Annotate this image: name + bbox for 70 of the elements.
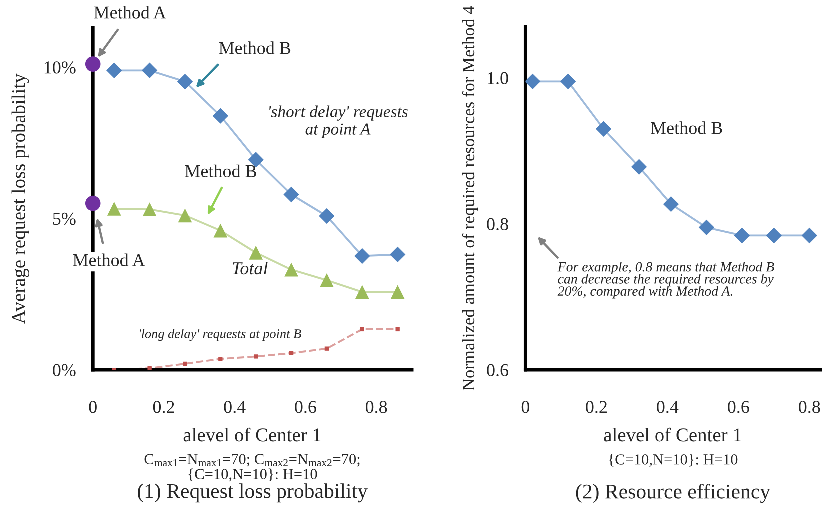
point xyxy=(289,351,294,356)
y-tick-label: 10% xyxy=(44,62,76,74)
point xyxy=(360,327,364,332)
point xyxy=(212,108,229,124)
y-tick-label: 1.0 xyxy=(488,72,508,85)
point xyxy=(107,202,122,216)
x-tick-label: 0 xyxy=(89,401,97,414)
point xyxy=(284,186,300,203)
point xyxy=(183,362,188,366)
x-tick-label: 0.6 xyxy=(728,401,750,414)
point xyxy=(177,74,194,90)
point xyxy=(319,208,335,224)
y-tick-label: 0.8 xyxy=(487,218,508,231)
x-axis-title: alevel of Center 1 xyxy=(184,428,321,442)
text: (2) Resource efficiency xyxy=(576,484,770,504)
point xyxy=(596,121,612,137)
x-tick-label: 0.2 xyxy=(153,401,174,414)
text: {C=10,N=10}: H=10 xyxy=(609,454,738,468)
text: (1) Request loss probability xyxy=(138,484,368,503)
point xyxy=(284,262,298,277)
annotation: Method A xyxy=(94,6,166,19)
point xyxy=(390,246,406,263)
annotation: Method A xyxy=(73,254,146,266)
x-tick-label: 0.4 xyxy=(657,401,679,414)
point xyxy=(148,366,152,370)
point xyxy=(218,357,223,362)
point xyxy=(142,202,157,217)
point xyxy=(324,346,330,351)
point xyxy=(355,285,370,300)
x-axis-title: alevel of Center 1 xyxy=(604,428,742,442)
y-axis-title: Average request loss probability xyxy=(12,74,30,324)
point xyxy=(631,159,648,175)
series-label: Method B xyxy=(651,122,722,134)
series-label: 'short delay' requests at point A xyxy=(270,106,408,138)
point xyxy=(112,368,116,370)
text: C$_{max1}$=N$_{max1}$=70; C$_{max2}$=N$_{max2}$=70; {C=10,N=10}: H=10 xyxy=(144,454,360,482)
y-tick-label: 0.6 xyxy=(487,364,509,377)
point xyxy=(249,246,264,260)
x-tick-label: 0.8 xyxy=(799,401,820,414)
y-tick-label: 0% xyxy=(53,364,76,377)
point xyxy=(85,196,101,212)
point xyxy=(766,228,782,244)
point xyxy=(142,62,158,79)
series-label: 'long delay' requests at point B xyxy=(140,329,302,342)
annotation: Method B xyxy=(185,164,256,178)
x-tick-label: 0.6 xyxy=(295,401,316,414)
point xyxy=(254,354,258,359)
point xyxy=(526,74,541,90)
point xyxy=(802,228,818,244)
y-axis-title: Normalized amount of required resources for Method 4 xyxy=(462,6,478,391)
point xyxy=(698,220,715,236)
x-tick-label: 0 xyxy=(522,401,530,414)
point xyxy=(320,273,334,288)
x-tick-label: 0.8 xyxy=(366,401,388,414)
series-label: Total xyxy=(232,262,268,275)
annotation: For example, 0.8 means that Method B can decrease the required resources by 20%, compared with Method A. xyxy=(558,262,774,299)
point xyxy=(560,74,576,90)
point xyxy=(390,285,405,300)
x-tick-label: 0.4 xyxy=(224,401,246,414)
point xyxy=(85,56,101,72)
point xyxy=(354,248,370,264)
point xyxy=(734,228,750,244)
point xyxy=(663,196,680,212)
point xyxy=(396,327,400,332)
y-tick-label: 5% xyxy=(53,212,76,226)
x-tick-label: 0.2 xyxy=(586,401,607,414)
point xyxy=(214,224,228,238)
annotation: Method B xyxy=(219,42,291,54)
point xyxy=(178,208,192,223)
point xyxy=(106,62,122,79)
